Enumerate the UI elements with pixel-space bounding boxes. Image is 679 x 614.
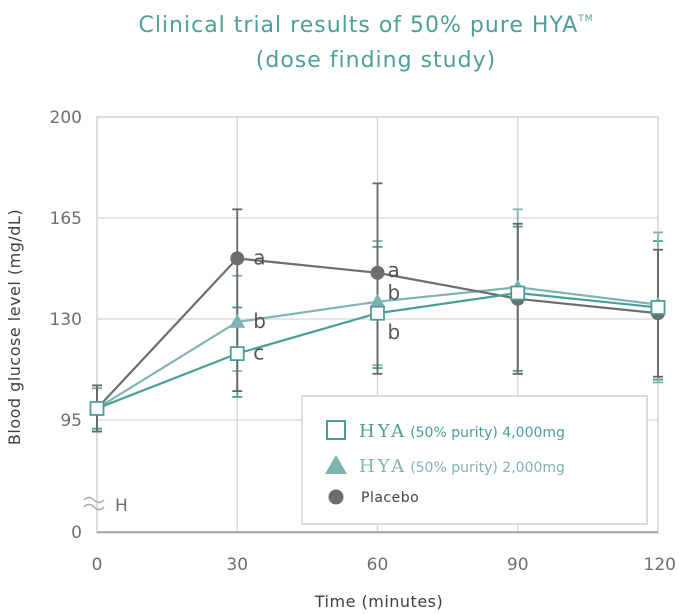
data-point-hya_4000	[510, 285, 526, 301]
legend-marker-circle	[328, 489, 344, 505]
y-tick-label: 0	[71, 523, 82, 543]
legend-label: HYA (50% purity) 4,000mg	[359, 421, 565, 442]
legend-label-main: HYA	[359, 456, 407, 477]
legend-item-hya_4000: HYA (50% purity) 4,000mg	[326, 420, 565, 442]
y-tick-labels: 0 95 130 165 200	[50, 108, 82, 543]
data-point-hya_4000	[370, 305, 385, 321]
x-tick-label: 60	[367, 555, 389, 575]
y-break-label: H	[115, 496, 128, 516]
y-axis-break: H	[83, 496, 128, 516]
data-point-hya_2000	[229, 313, 246, 328]
legend-marker-square	[326, 420, 346, 440]
y-tick-label: 200	[50, 108, 82, 128]
x-tick-label: 90	[507, 555, 529, 575]
legend-label-sub: (50% purity) 2,000mg	[410, 460, 565, 476]
legend-item-placebo: Placebo	[328, 489, 419, 506]
data-point-hya_4000	[650, 300, 666, 315]
data-point-placebo	[230, 251, 245, 266]
significance-label: a	[253, 245, 265, 269]
x-tick-labels: 0 30 60 90 120	[92, 555, 676, 575]
legend-marker-triangle	[325, 455, 347, 474]
data-point-hya_4000	[89, 401, 105, 416]
significance-label: b	[388, 281, 401, 305]
y-tick-label: 130	[50, 310, 82, 330]
y-axis-label: Blood glucose level (mg/dL)	[5, 209, 24, 445]
data-point-placebo	[370, 265, 385, 280]
chart-subtitle: (dose finding study)	[256, 48, 496, 73]
data-point-hya_2000	[369, 293, 386, 308]
legend-label-main: HYA	[359, 421, 407, 442]
chart-title: Clinical trial results of 50% pure HYATM	[138, 13, 593, 38]
x-tick-label: 0	[92, 555, 103, 575]
legend-label: Placebo	[361, 490, 419, 506]
y-tick-label: 165	[50, 209, 82, 229]
significance-label: a	[388, 258, 400, 282]
x-tick-label: 120	[644, 555, 676, 575]
legend-label: HYA (50% purity) 2,000mg	[359, 456, 565, 477]
legend-label-sub: (50% purity) 4,000mg	[410, 425, 565, 441]
y-tick-label: 95	[60, 411, 82, 431]
significance-label: b	[253, 309, 266, 333]
significance-label: b	[388, 320, 401, 344]
x-tick-label: 30	[226, 555, 248, 575]
legend-box	[301, 395, 648, 525]
legend-item-hya_2000: HYA (50% purity) 2,000mg	[325, 455, 565, 477]
x-axis-label: Time (minutes)	[314, 592, 444, 611]
series-markers	[89, 251, 666, 416]
data-point-hya_4000	[229, 346, 245, 362]
significance-label: c	[253, 341, 264, 365]
